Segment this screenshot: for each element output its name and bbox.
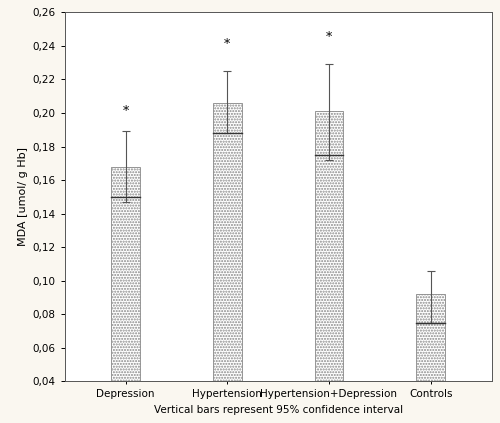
Bar <box>213 103 242 382</box>
Text: *: * <box>326 31 332 44</box>
X-axis label: Vertical bars represent 95% confidence interval: Vertical bars represent 95% confidence i… <box>154 405 402 415</box>
Bar <box>315 111 343 382</box>
Y-axis label: MDA [umol/ g Hb]: MDA [umol/ g Hb] <box>18 147 28 247</box>
Text: *: * <box>224 38 230 51</box>
Bar <box>112 167 140 382</box>
Text: *: * <box>122 105 129 118</box>
Bar <box>416 294 445 382</box>
